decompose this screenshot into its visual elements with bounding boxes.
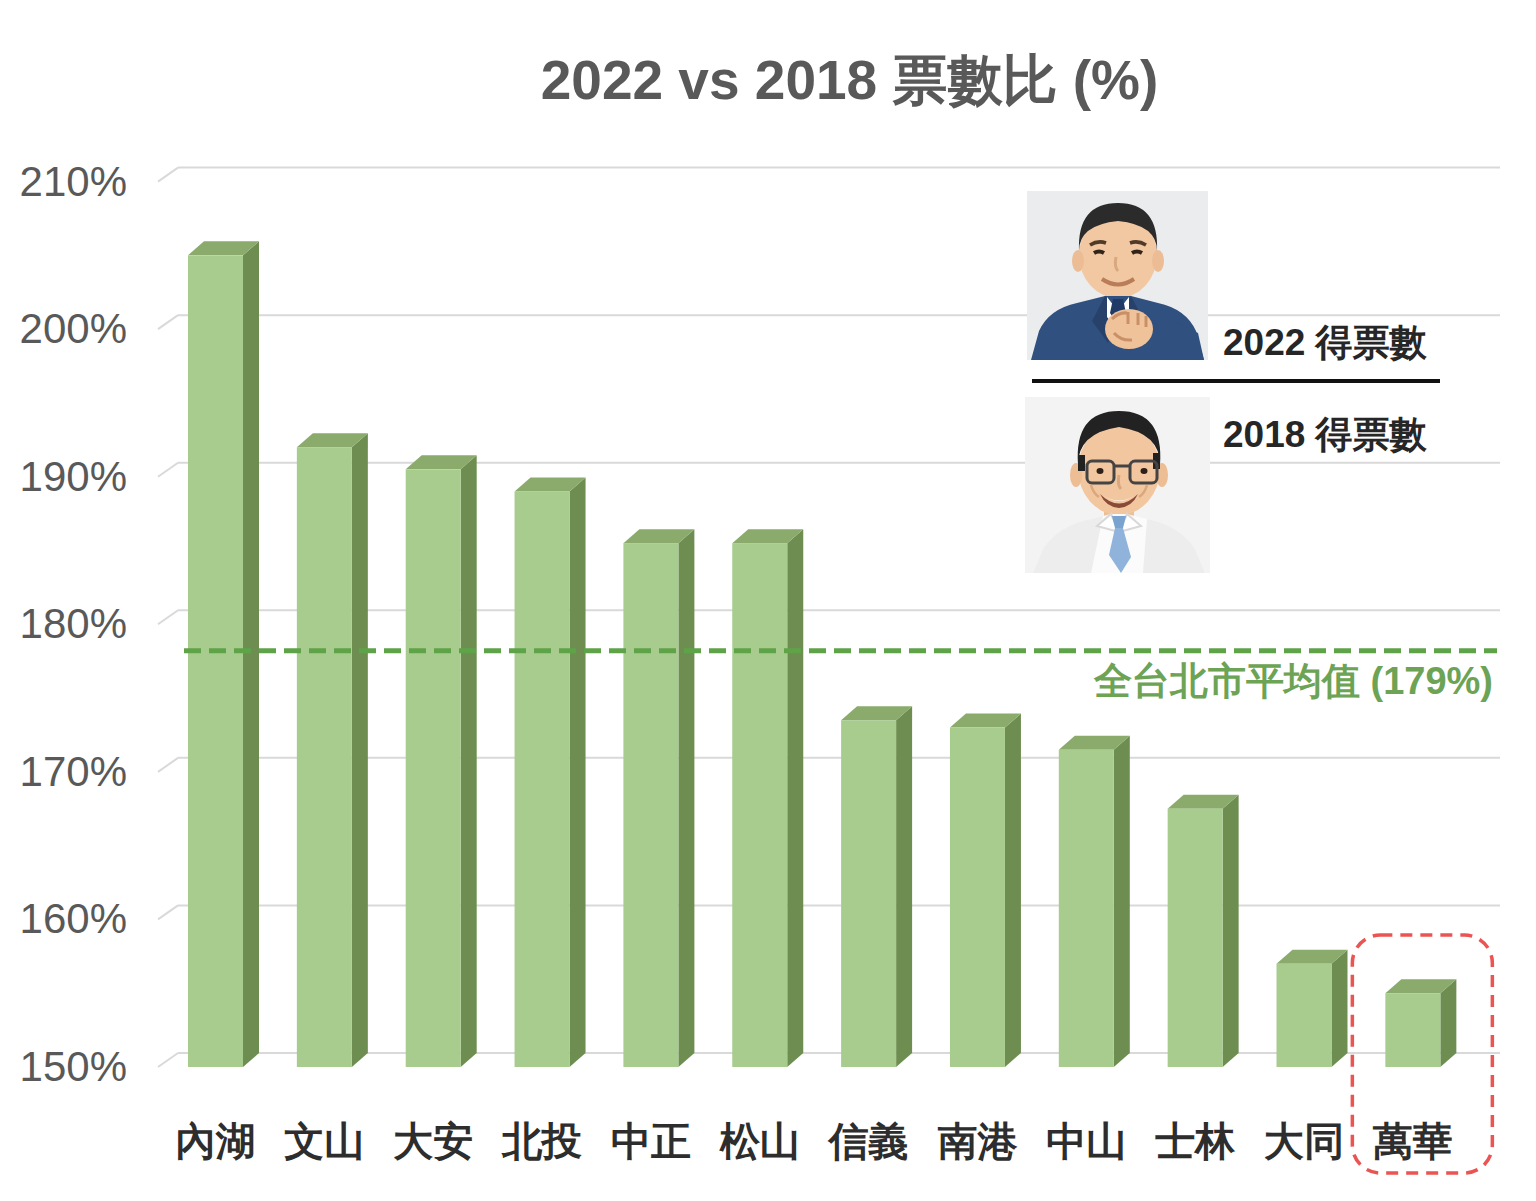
bar [515, 491, 570, 1067]
x-axis-label: 信義 [809, 1118, 929, 1164]
gridline-tick [158, 315, 178, 329]
x-axis-label: 南港 [917, 1118, 1037, 1164]
bar [297, 447, 352, 1067]
bar-side [570, 477, 586, 1067]
y-axis-label: 150% [0, 1042, 127, 1092]
gridline-tick [158, 905, 178, 919]
bar [1168, 809, 1223, 1067]
x-axis-label: 中正 [591, 1118, 711, 1164]
chart-page: 2022 vs 2018 票數比 (%) 210% 200% 190% 180% 170… [0, 0, 1536, 1201]
y-axis-label: 190% [0, 452, 127, 502]
bar-side [1440, 979, 1456, 1067]
gridline-tick [158, 463, 178, 477]
gridline-tick [158, 610, 178, 624]
bar [1059, 750, 1114, 1067]
bar-side [896, 706, 912, 1067]
x-axis-label: 內湖 [156, 1118, 276, 1164]
bar [841, 720, 896, 1067]
average-line-label: 全台北市平均值 (179%) [1094, 656, 1493, 707]
x-axis-label: 中山 [1026, 1118, 1146, 1164]
chart-title: 2022 vs 2018 票數比 (%) [162, 44, 1536, 118]
gridline-tick [158, 168, 178, 182]
bar [950, 728, 1005, 1067]
bar [406, 469, 461, 1067]
x-axis-label: 大同 [1244, 1118, 1364, 1164]
photo-2018-candidate [1025, 397, 1210, 573]
bar-side [1332, 950, 1348, 1067]
bar-side [1114, 736, 1130, 1067]
y-axis-label: 200% [0, 304, 127, 354]
bar-side [787, 529, 803, 1067]
bar-side [243, 241, 259, 1067]
bar-chart-canvas [0, 0, 1536, 1201]
bar-side [678, 529, 694, 1067]
bar [623, 543, 678, 1067]
gridline-tick [158, 758, 178, 772]
fraction-divider-line [1032, 379, 1440, 383]
x-axis-label: 萬華 [1353, 1118, 1473, 1164]
y-axis-label: 180% [0, 599, 127, 649]
bar-side [1223, 795, 1239, 1067]
y-axis-label: 210% [0, 157, 127, 207]
photo-2022-candidate [1027, 191, 1208, 360]
bar-side [1005, 714, 1021, 1067]
bar-side [461, 455, 477, 1067]
bar [1277, 964, 1332, 1067]
legend-2022-label: 2022 得票數 [1223, 318, 1427, 368]
bar [188, 255, 243, 1067]
y-axis-label: 160% [0, 894, 127, 944]
bar-side [352, 433, 368, 1067]
bar [1385, 993, 1440, 1067]
gridline-tick [158, 1053, 178, 1067]
x-axis-label: 大安 [373, 1118, 493, 1164]
x-axis-label: 北投 [482, 1118, 602, 1164]
y-axis-label: 170% [0, 747, 127, 797]
x-axis-label: 士林 [1135, 1118, 1255, 1164]
x-axis-label: 松山 [700, 1118, 820, 1164]
x-axis-label: 文山 [264, 1118, 384, 1164]
bar [732, 543, 787, 1067]
legend-2018-label: 2018 得票數 [1223, 410, 1427, 460]
